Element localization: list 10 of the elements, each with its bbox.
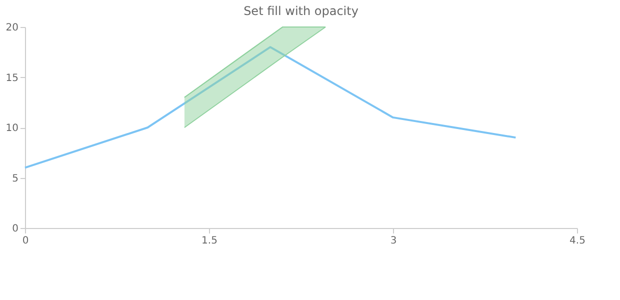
y-tick-label: 15 [6, 72, 18, 84]
chart-title: Set fill with opacity [244, 4, 358, 18]
y-tick-label: 20 [6, 22, 18, 34]
x-tick-label: 3 [390, 236, 397, 246]
y-tick-label: 5 [12, 173, 18, 184]
y-tick-label: 10 [6, 123, 18, 134]
x-tick-label: 0 [22, 236, 29, 246]
y-tick-label: 0 [12, 224, 18, 234]
x-tick-label: 4.5 [570, 236, 586, 246]
x-tick-label: 1.5 [202, 236, 218, 246]
